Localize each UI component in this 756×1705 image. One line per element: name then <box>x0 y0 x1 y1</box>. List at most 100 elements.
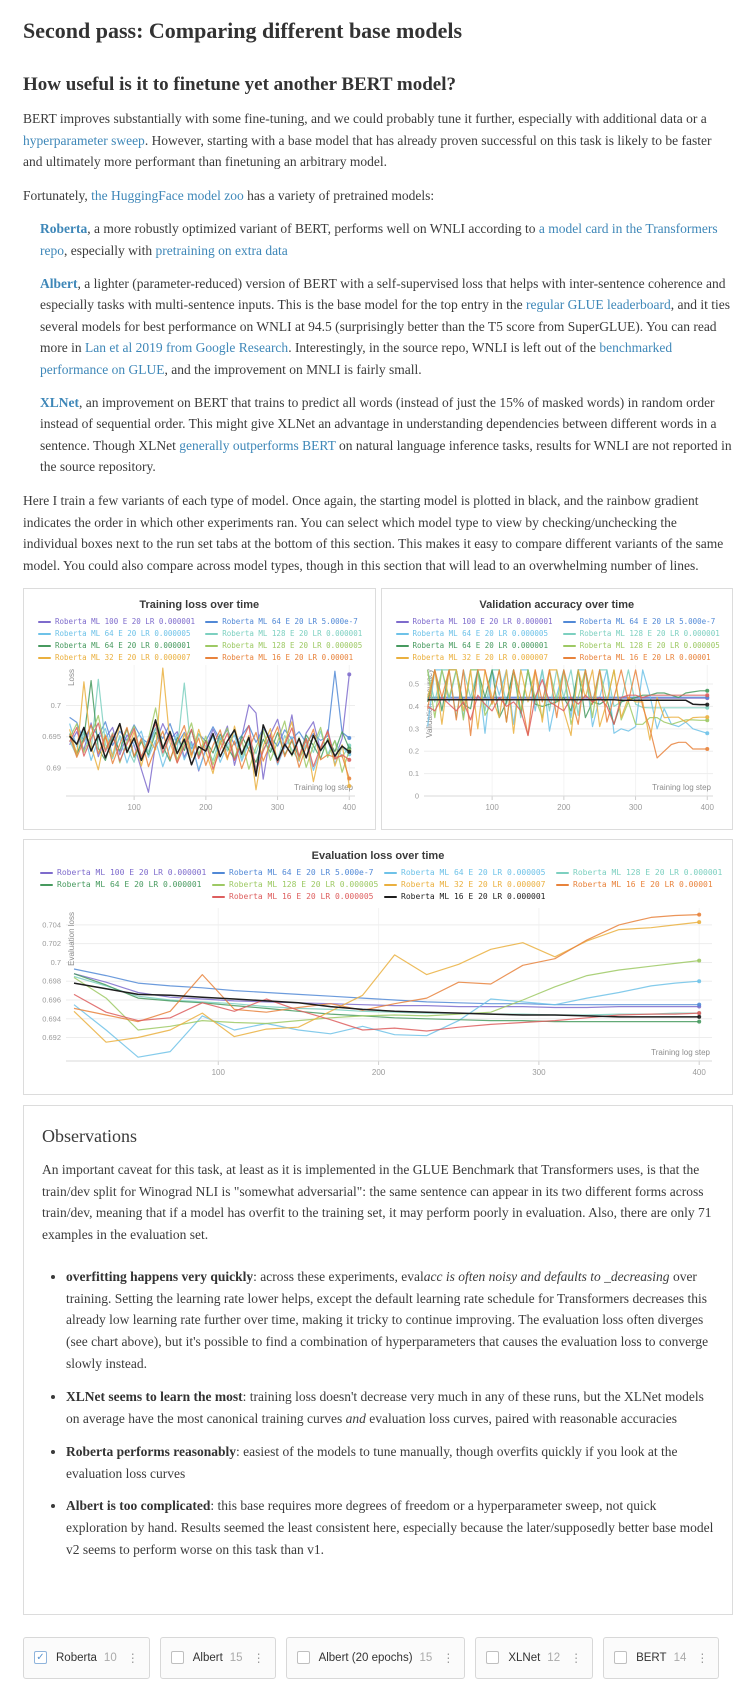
run-set-tab-albert[interactable]: Albert 15 ⋮ <box>159 1636 276 1679</box>
run-count-badge: 10 <box>103 1651 117 1664</box>
text-link[interactable]: regular GLUE leaderboard <box>526 297 671 313</box>
run-set-tab-albert-20-epochs-[interactable]: Albert (20 epochs) 15 ⋮ <box>285 1636 466 1679</box>
model-item-albert: Albert, a lighter (parameter-reduced) ve… <box>40 273 733 381</box>
legend-run-name: Roberta ML 16 E 20 LR 0.00001 <box>573 880 713 890</box>
svg-text:0.69: 0.69 <box>46 764 61 773</box>
series-end-marker <box>697 1019 702 1024</box>
text-link[interactable]: the HuggingFace model zoo <box>91 187 244 203</box>
legend-run-name: Roberta ML 64 E 20 LR 5.000e-7 <box>222 617 358 627</box>
legend-dash-icon <box>205 621 219 624</box>
italic-text: acc is often noisy and defaults to _decr… <box>423 1268 670 1284</box>
legend-dash-icon <box>38 645 51 648</box>
observations-list: overfitting happens very quickly: across… <box>42 1266 714 1561</box>
series-end-marker <box>697 920 702 925</box>
text-link[interactable]: XLNet <box>40 394 79 410</box>
series-end-marker <box>704 693 709 698</box>
legend-run-name: Roberta ML 64 E 20 LR 5.000e-7 <box>229 868 374 878</box>
kebab-menu-icon[interactable]: ⋮ <box>570 1650 583 1665</box>
evaluation-loss-chart-card: Evaluation loss over time Roberta ML 100 … <box>23 839 733 1096</box>
legend-run-name: Roberta ML 16 E 20 LR 0.00001 <box>579 653 711 661</box>
text-link[interactable]: generally outperforms BERT <box>179 437 336 453</box>
observations-panel: Observations An important caveat for thi… <box>23 1105 733 1615</box>
svg-text:200: 200 <box>372 1068 386 1077</box>
section-subtitle: How useful is it to finetune yet another… <box>23 74 457 95</box>
legend-run-name: Roberta ML 64 E 20 LR 0.000005 <box>412 629 548 639</box>
legend-dash-icon <box>40 884 53 887</box>
charts-row: Training loss over time Roberta ML 100 E … <box>23 588 733 831</box>
svg-text:300: 300 <box>532 1068 546 1077</box>
text-link[interactable]: pretraining on extra data <box>155 242 288 258</box>
svg-text:Evaluation loss: Evaluation loss <box>67 912 76 966</box>
legend-run-name: Roberta ML 128 E 20 LR 0.000005 <box>229 880 378 890</box>
svg-text:0.694: 0.694 <box>42 1015 61 1024</box>
legend-dash-icon <box>562 657 576 660</box>
legend-item: Roberta ML 64 E 20 LR 0.000001 <box>390 640 557 652</box>
legend-dash-icon <box>205 633 219 636</box>
kebab-menu-icon[interactable]: ⋮ <box>442 1650 455 1665</box>
training-loss-chart-card: Training loss over time Roberta ML 100 E … <box>23 588 376 831</box>
legend-item: Roberta ML 16 E 20 LR 0.000005 <box>206 891 378 903</box>
training-loss-over-time-plot[interactable]: 100 200 300 400 0.69 0.695 0.7 Training log ste… <box>32 660 365 820</box>
text: , a more robustly optimized variant of B… <box>87 221 539 237</box>
text: BERT improves substantially with some fi… <box>23 111 707 126</box>
legend-item: Roberta ML 128 E 20 LR 0.000001 <box>557 628 724 640</box>
legend-run-name: Roberta ML 128 E 20 LR 0.000001 <box>222 629 363 639</box>
legend-run-name: Roberta ML 128 E 20 LR 0.000005 <box>579 641 720 651</box>
series-end-marker <box>347 736 352 741</box>
legend-dash-icon <box>205 645 219 648</box>
run-set-tab-xlnet[interactable]: XLNet 12 ⋮ <box>475 1636 594 1679</box>
series-line <box>73 976 700 1016</box>
legend-dash-icon <box>212 896 225 899</box>
italic-text: and <box>345 1410 366 1426</box>
model-item-roberta: Roberta, a more robustly optimized varia… <box>40 218 733 261</box>
kebab-menu-icon[interactable]: ⋮ <box>126 1650 139 1665</box>
observation-item: Roberta performs reasonably: easiest of … <box>66 1441 714 1485</box>
chart-legend: Roberta ML 100 E 20 LR 0.000001 Roberta M… <box>32 616 367 660</box>
checked-checkbox-icon[interactable]: ✓ <box>34 1651 47 1665</box>
kebab-menu-icon[interactable]: ⋮ <box>252 1650 265 1665</box>
text: . Interestingly, in the source repo, WNL… <box>288 340 600 356</box>
legend-item: Roberta ML 64 E 20 LR 0.000005 <box>32 628 199 640</box>
unchecked-checkbox-icon[interactable] <box>614 1651 628 1665</box>
svg-text:0.698: 0.698 <box>42 977 61 986</box>
legend-item: Roberta ML 32 E 20 LR 0.000007 <box>32 652 199 660</box>
text-link[interactable]: Albert <box>40 275 78 291</box>
series-end-marker <box>704 731 709 736</box>
text: has a variety of pretrained models: <box>243 187 435 203</box>
svg-text:400: 400 <box>343 803 357 812</box>
kebab-menu-icon[interactable]: ⋮ <box>696 1650 709 1665</box>
text: . However, starting with a base model th… <box>23 132 712 170</box>
text-link[interactable]: benchmarked performance on GLUE <box>40 340 673 377</box>
run-set-tab-roberta[interactable]: ✓ Roberta 10 ⋮ <box>23 1636 150 1679</box>
text: Here I train a few variants of each type… <box>23 492 724 573</box>
text-link[interactable]: a model card in the Transformers repo <box>40 221 718 258</box>
legend-dash-icon <box>38 621 51 624</box>
unchecked-checkbox-icon[interactable] <box>296 1651 310 1665</box>
unchecked-checkbox-icon[interactable] <box>170 1651 184 1665</box>
series-end-marker <box>704 747 709 752</box>
text-link[interactable]: hyperparameter sweep <box>23 132 145 148</box>
legend-item: Roberta ML 32 E 20 LR 0.000007 <box>378 879 550 891</box>
series-line <box>427 699 707 706</box>
observation-item: overfitting happens very quickly: across… <box>66 1266 714 1375</box>
svg-text:100: 100 <box>212 1068 226 1077</box>
validation-accuracy-over-time-plot[interactable]: 100 200 300 400 0 0.1 0.2 0.3 0.4 0.5 Training log… <box>390 660 723 820</box>
chart-title: Validation accuracy over time <box>479 599 635 612</box>
validation-accuracy-chart-card: Validation accuracy over time Roberta ML … <box>380 588 733 831</box>
svg-text:400: 400 <box>700 803 714 812</box>
svg-text:100: 100 <box>127 803 141 812</box>
run-set-tab-bert[interactable]: BERT 14 ⋮ <box>603 1636 720 1679</box>
series-line <box>426 679 707 737</box>
series-line <box>73 973 700 1023</box>
run-set-label: BERT <box>636 1651 667 1664</box>
run-count-badge: 12 <box>547 1651 561 1664</box>
svg-text:100: 100 <box>485 803 499 812</box>
legend-item: Roberta ML 128 E 20 LR 0.000005 <box>557 640 724 652</box>
unchecked-checkbox-icon[interactable] <box>486 1651 500 1665</box>
text-link[interactable]: Lan et al 2019 from Google Research <box>85 340 289 356</box>
legend-item: Roberta ML 64 E 20 LR 0.000005 <box>390 628 557 640</box>
run-count-badge: 15 <box>419 1651 433 1664</box>
text-link[interactable]: Roberta <box>40 221 88 237</box>
evaluation-loss-over-time-plot[interactable]: 100 200 300 400 0.692 0.694 0.696 0.698 0.7 0.702… <box>32 903 722 1085</box>
run-set-label: Albert <box>192 1651 223 1664</box>
